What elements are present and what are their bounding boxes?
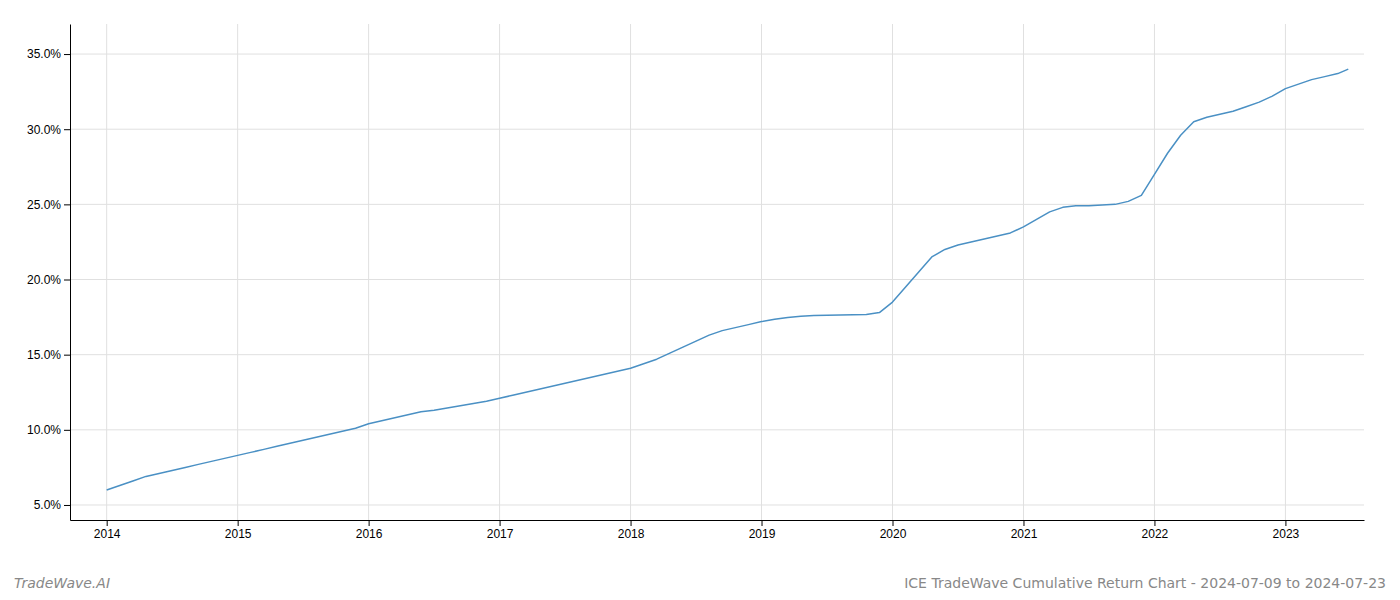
grid-line-y: [70, 54, 1364, 55]
grid-line-x: [368, 24, 369, 520]
y-tick-mark: [64, 505, 70, 506]
chart: 2014 2015 2016 2017 2018 2019 2020 2021 2022 2023…: [0, 0, 1400, 600]
grid-line-x: [1023, 24, 1024, 520]
x-tick-mark: [369, 520, 370, 526]
x-tick: 2023: [1273, 520, 1300, 541]
grid-line-x: [106, 24, 107, 520]
grid-line-x: [1285, 24, 1286, 520]
y-tick-mark: [64, 280, 70, 281]
x-tick-label: 2022: [1142, 527, 1169, 541]
x-tick: 2022: [1142, 520, 1169, 541]
grid-line-x: [237, 24, 238, 520]
grid-line-y: [70, 129, 1364, 130]
y-tick-label: 25.0%: [27, 198, 61, 212]
y-tick-mark: [64, 129, 70, 130]
x-tick-label: 2021: [1011, 527, 1038, 541]
y-tick-label: 30.0%: [27, 123, 61, 137]
line: [107, 69, 1349, 490]
x-tick-mark: [238, 520, 239, 526]
grid-line-y: [70, 279, 1364, 280]
grid: [70, 24, 1364, 520]
y-tick-label: 5.0%: [34, 498, 62, 512]
y-tick: 30.0%: [27, 123, 70, 137]
x-tick-mark: [1023, 520, 1024, 526]
grid-line-y: [70, 204, 1364, 205]
plot: 2014 2015 2016 2017 2018 2019 2020 2021 2022 2023…: [27, 24, 1365, 541]
grid-line-x: [630, 24, 631, 520]
y-tick-label: 20.0%: [27, 273, 61, 287]
y-tick-label: 15.0%: [27, 348, 61, 362]
y-tick-label: 10.0%: [27, 423, 61, 437]
x-tick-mark: [631, 520, 632, 526]
y-axis-line: [70, 25, 71, 521]
x-tick: 2016: [356, 520, 383, 541]
line-layer: [107, 69, 1349, 490]
x-tick-label: 2017: [487, 527, 514, 541]
x-tick-label: 2023: [1273, 527, 1300, 541]
x-tick-label: 2018: [618, 527, 645, 541]
y-tick: 10.0%: [27, 423, 70, 437]
x-tick: 2018: [618, 520, 645, 541]
y-tick-mark: [64, 355, 70, 356]
grid-line-x: [1154, 24, 1155, 520]
grid-line-y: [70, 504, 1364, 505]
y-tick-mark: [64, 204, 70, 205]
grid-line-x: [761, 24, 762, 520]
grid-line-x: [499, 24, 500, 520]
x-tick-label: 2020: [880, 527, 907, 541]
y-tick-label: 35.0%: [27, 47, 61, 61]
y-tick-mark: [64, 430, 70, 431]
y-tick: 15.0%: [27, 348, 70, 362]
x-tick-mark: [1285, 520, 1286, 526]
x-tick: 2021: [1011, 520, 1038, 541]
y-tick: 25.0%: [27, 198, 70, 212]
y-tick: 20.0%: [27, 273, 70, 287]
x-tick: 2017: [487, 520, 514, 541]
x-axis: 2014 2015 2016 2017 2018 2019 2020 2021 2022 2023: [71, 520, 1365, 541]
x-tick-label: 2019: [749, 527, 776, 541]
y-tick: 5.0%: [34, 498, 70, 512]
x-tick-mark: [500, 520, 501, 526]
x-tick-label: 2016: [356, 527, 383, 541]
x-tick-mark: [893, 520, 894, 526]
x-tick-mark: [762, 520, 763, 526]
x-tick: 2019: [749, 520, 776, 541]
x-tick-mark: [1154, 520, 1155, 526]
y-axis: 5.0% 10.0% 15.0% 20.0% 25.0% 30.0% 35.0%: [27, 25, 71, 521]
x-tick: 2015: [225, 520, 252, 541]
grid-line-y: [70, 429, 1364, 430]
x-tick: 2014: [94, 520, 121, 541]
y-tick-mark: [64, 54, 70, 55]
y-tick: 35.0%: [27, 47, 70, 61]
x-tick-mark: [107, 520, 108, 526]
grid-line-y: [70, 354, 1364, 355]
x-tick-label: 2014: [94, 527, 121, 541]
x-tick: 2020: [880, 520, 907, 541]
x-axis-line: [71, 520, 1365, 521]
x-tick-label: 2015: [225, 527, 252, 541]
grid-line-x: [892, 24, 893, 520]
watermark: TradeWave.AI: [14, 575, 110, 591]
title: ICE TradeWave Cumulative Return Chart - …: [904, 575, 1386, 591]
